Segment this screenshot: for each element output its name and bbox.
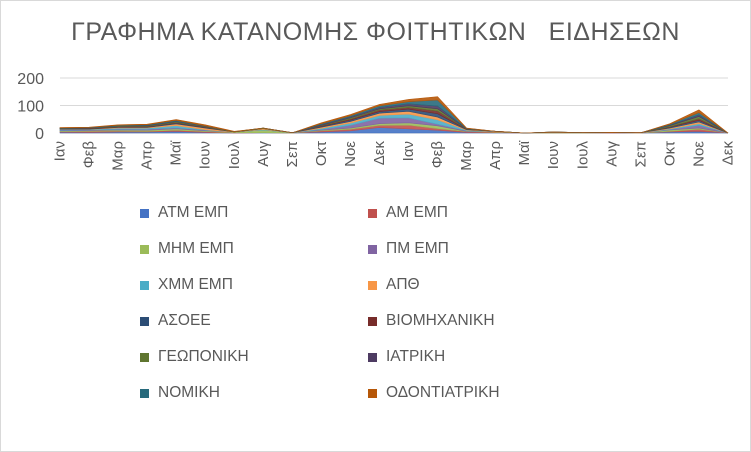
x-tick-label: Ιουν xyxy=(545,141,562,169)
x-tick-label: Μαϊ xyxy=(516,140,533,165)
legend-item: ΑΤΜ ΕΜΠ xyxy=(140,200,368,226)
x-tick-label: Φεβ xyxy=(429,141,446,169)
legend-label: ΙΑΤΡΙΚΗ xyxy=(386,348,446,365)
legend-swatch xyxy=(368,208,377,218)
x-tick-label: Απρ xyxy=(487,141,504,170)
chart-title: ΓΡΑΦΗΜΑ ΚΑΤΑΝΟΜΗΣ ΦΟΙΤΗΤΙΚΩΝ ΕΙΔΗΣΕΩΝ xyxy=(71,18,680,46)
y-tick-label: 100 xyxy=(17,99,44,116)
x-tick-label: Ιουλ xyxy=(574,141,591,170)
legend-label: ΜΗΜ ΕΜΠ xyxy=(158,240,234,257)
x-tick-label: Αυγ xyxy=(603,141,620,167)
x-tick-label: Μαρ xyxy=(458,141,475,171)
legend-item: ΑΜ ΕΜΠ xyxy=(368,200,568,226)
legend-swatch xyxy=(368,244,377,254)
legend-item: ΜΗΜ ΕΜΠ xyxy=(140,236,368,262)
y-tick-label: 0 xyxy=(35,126,44,143)
x-tick-label: Ιουν xyxy=(197,141,214,169)
legend-label: ΑΜ ΕΜΠ xyxy=(386,204,448,221)
legend-item: ΑΠΘ xyxy=(368,272,568,298)
x-tick-label: Ιαν xyxy=(400,141,417,161)
area-series-11 xyxy=(59,96,729,134)
legend-swatch xyxy=(140,208,149,218)
x-tick-label: Δεκ xyxy=(720,141,737,166)
x-tick-label: Σεπ xyxy=(284,141,301,167)
legend-swatch xyxy=(368,352,377,362)
legend-label: ΓΕΩΠΟΝΙΚΗ xyxy=(158,348,249,365)
legend-item: ΒΙΟΜΗΧΑΝΙΚΗ xyxy=(368,308,568,334)
legend-item: ΧΜΜ ΕΜΠ xyxy=(140,272,368,298)
y-tick-label: 200 xyxy=(17,71,44,88)
legend-item: ΝΟΜΙΚΗ xyxy=(140,380,368,406)
x-tick-label: Μαρ xyxy=(110,141,127,171)
legend-label: ΧΜΜ ΕΜΠ xyxy=(158,276,233,293)
legend-label: ΝΟΜΙΚΗ xyxy=(158,384,220,401)
legend-swatch xyxy=(140,316,149,326)
legend-item: ΑΣΟΕΕ xyxy=(140,308,368,334)
x-tick-label: Αυγ xyxy=(255,141,272,167)
legend-swatch xyxy=(140,244,149,254)
legend-label: ΟΔΟΝΤΙΑΤΡΙΚΗ xyxy=(386,384,500,401)
x-tick-label: Σεπ xyxy=(632,141,649,167)
legend-label: ΑΠΘ xyxy=(386,276,420,293)
legend-swatch xyxy=(368,316,377,326)
legend-label: ΠΜ ΕΜΠ xyxy=(386,240,449,257)
x-tick-label: Οκτ xyxy=(313,141,330,166)
legend-item: ΠΜ ΕΜΠ xyxy=(368,236,568,262)
legend-swatch xyxy=(140,352,149,362)
x-tick-label: Ιουλ xyxy=(226,141,243,170)
x-tick-label: Νοε xyxy=(690,141,707,167)
legend-item: ΙΑΤΡΙΚΗ xyxy=(368,344,568,370)
legend-swatch xyxy=(140,388,149,398)
x-tick-label: Οκτ xyxy=(661,141,678,166)
legend-swatch xyxy=(140,280,149,290)
x-tick-label: Νοε xyxy=(342,141,359,167)
x-tick-label: Φεβ xyxy=(81,141,98,169)
legend-item: ΟΔΟΝΤΙΑΤΡΙΚΗ xyxy=(368,380,568,406)
legend-swatch xyxy=(368,388,377,398)
legend-item: ΓΕΩΠΟΝΙΚΗ xyxy=(140,344,368,370)
x-tick-label: Δεκ xyxy=(371,141,388,166)
x-tick-label: Ιαν xyxy=(52,141,69,161)
legend-label: ΒΙΟΜΗΧΑΝΙΚΗ xyxy=(386,312,495,329)
legend: ΑΤΜ ΕΜΠ ΑΜ ΕΜΠ ΜΗΜ ΕΜΠ ΠΜ ΕΜΠ ΧΜΜ ΕΜΠ ΑΠΘ ΑΣΟΕ… xyxy=(140,200,560,406)
legend-label: ΑΤΜ ΕΜΠ xyxy=(158,204,229,221)
x-tick-label: Απρ xyxy=(139,141,156,170)
legend-label: ΑΣΟΕΕ xyxy=(158,312,211,329)
x-tick-label: Μαϊ xyxy=(168,140,185,165)
legend-swatch xyxy=(368,280,377,290)
